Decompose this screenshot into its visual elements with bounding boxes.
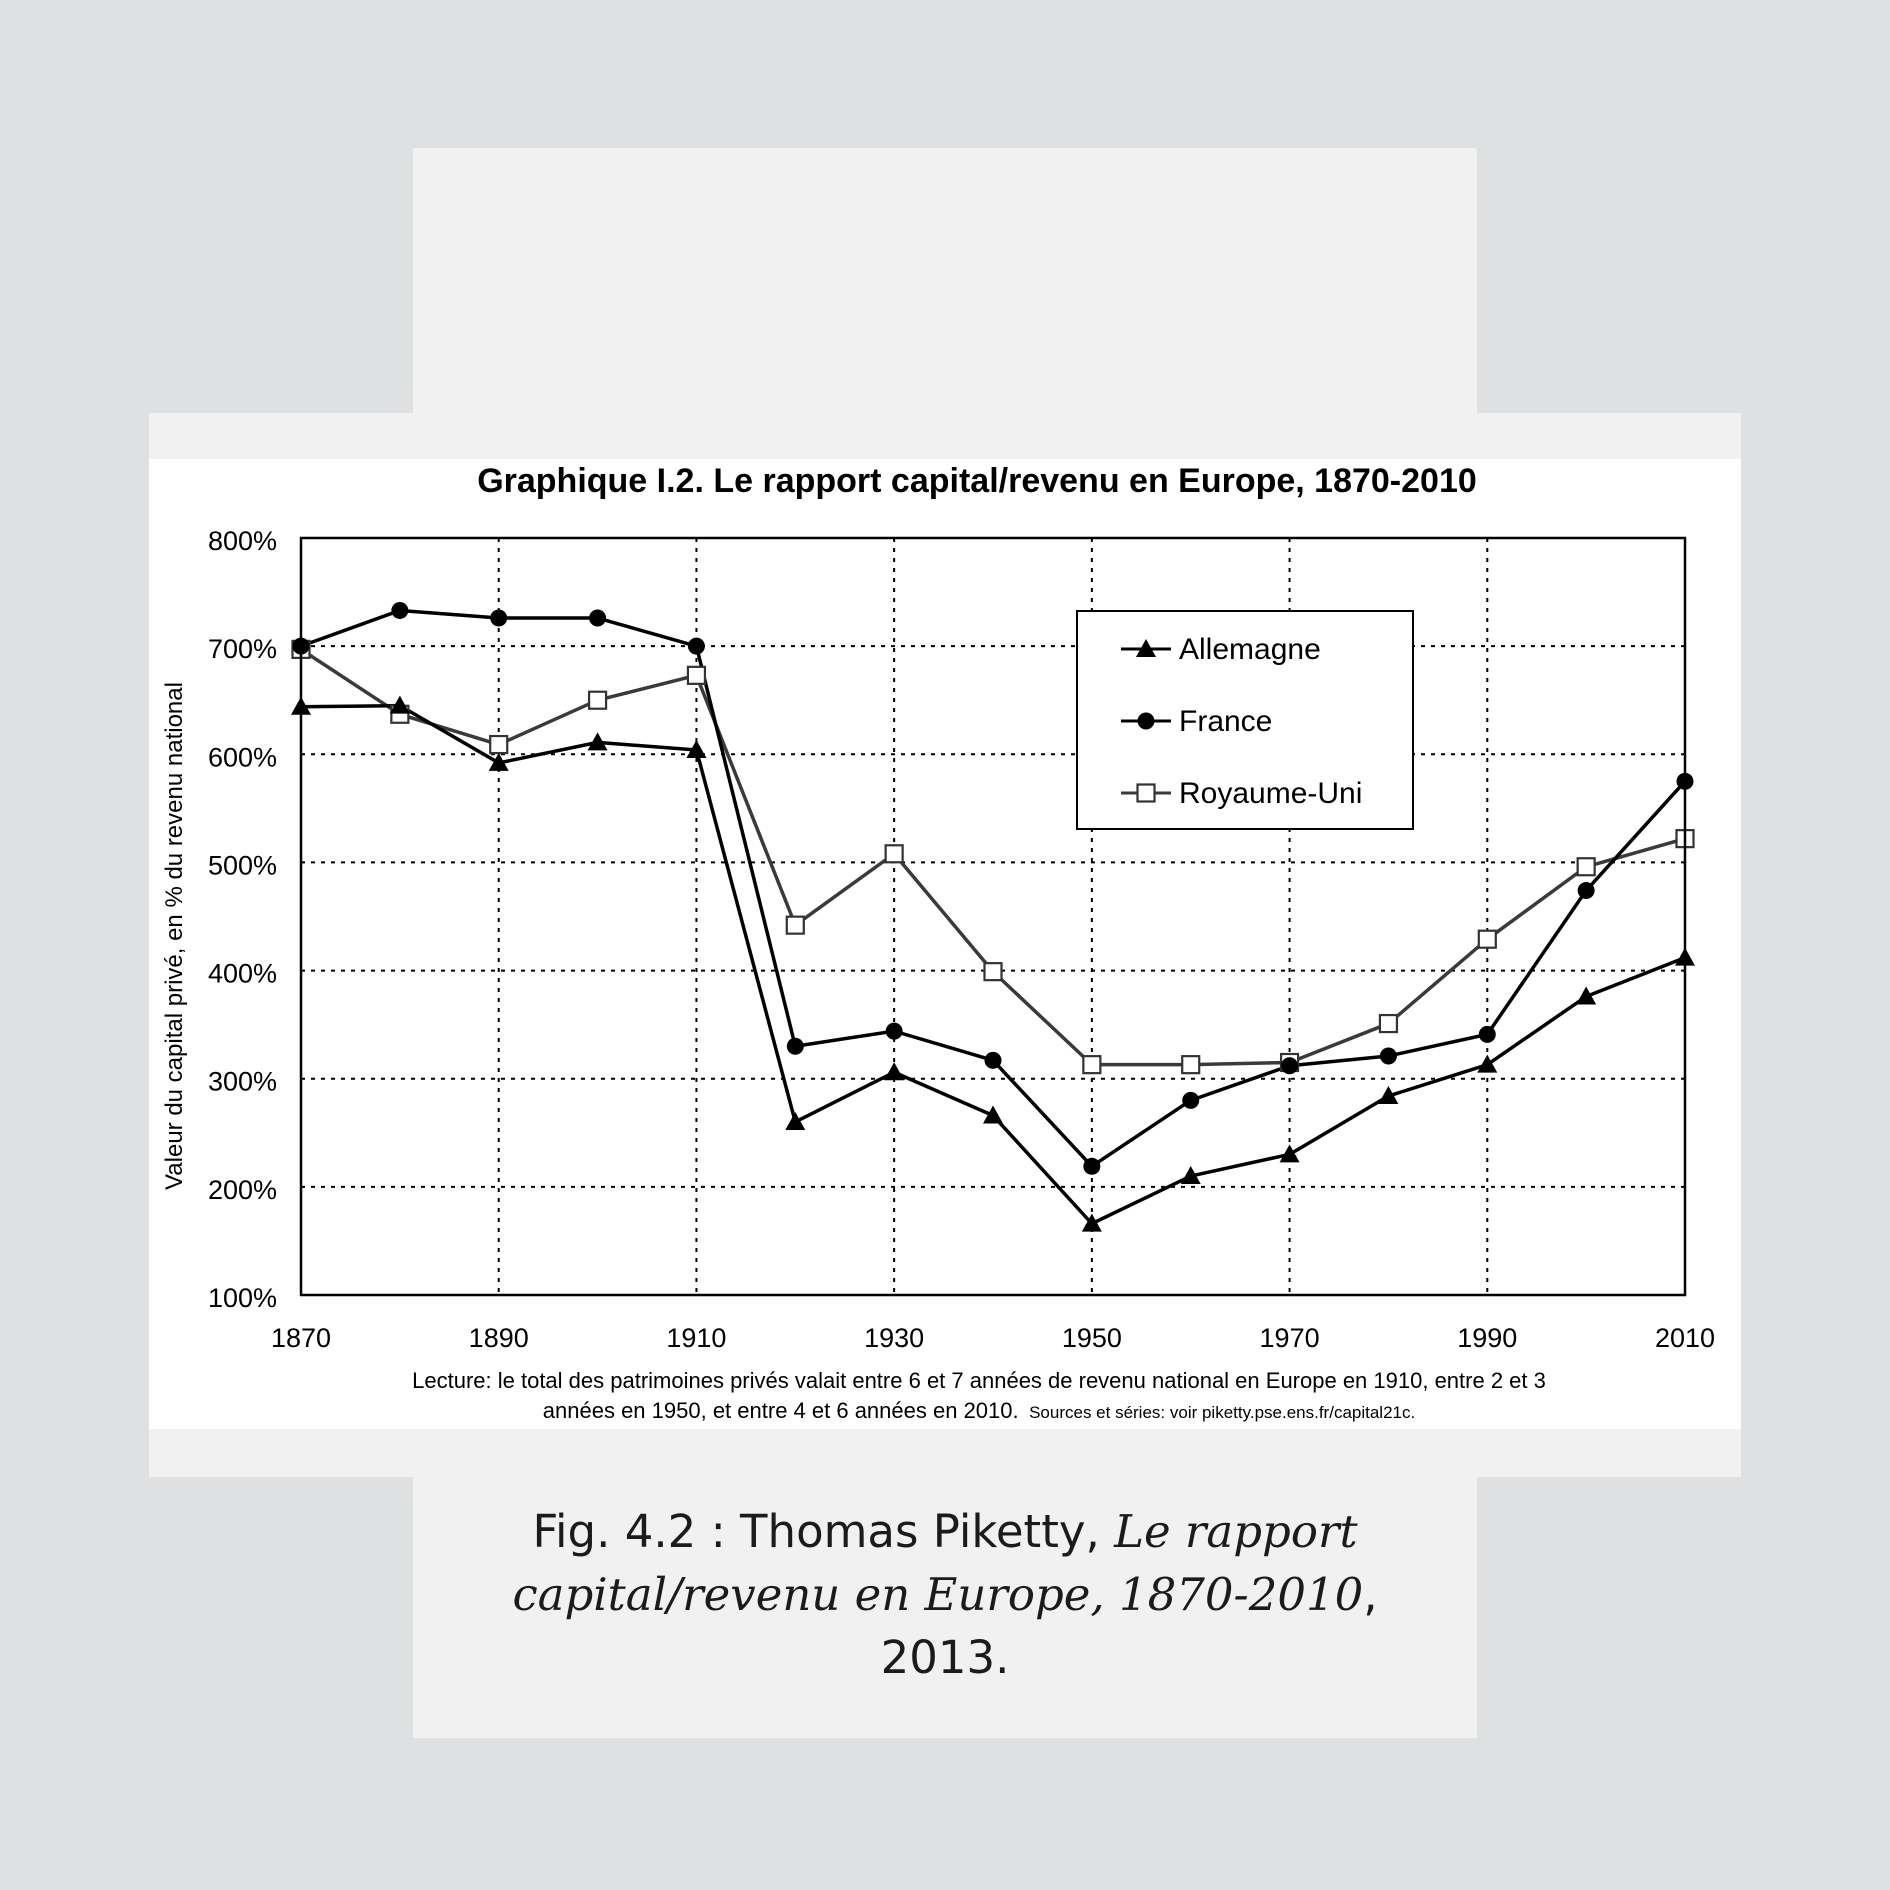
data-point-royaume-uni: [1378, 1013, 1399, 1034]
x-tick-label: 1970: [1260, 1323, 1320, 1353]
chart-card: Graphique I.2. Le rapport capital/revenu…: [149, 459, 1741, 1429]
x-tick-label: 1950: [1062, 1323, 1122, 1353]
data-point-royaume-uni: [489, 734, 509, 755]
data-point-royaume-uni: [1082, 1055, 1102, 1075]
data-point-allemagne: [686, 739, 707, 758]
y-tick-label: 700%: [208, 634, 277, 664]
data-point-allemagne: [1081, 1213, 1102, 1232]
data-point-allemagne: [587, 732, 608, 751]
data-point-allemagne: [1477, 1054, 1498, 1073]
data-point-royaume-uni: [1181, 1055, 1201, 1075]
x-tick-label: 1990: [1457, 1323, 1517, 1353]
y-tick-label: 100%: [208, 1283, 277, 1313]
data-point-france: [1478, 1025, 1496, 1043]
x-tick-label: 1910: [666, 1323, 726, 1353]
legend-marker-royaume-uni: [1136, 783, 1156, 803]
data-point-france: [885, 1022, 903, 1040]
plot-frame: [299, 536, 1687, 1297]
figure-caption: Fig. 4.2 : Thomas Piketty, Le rapport ca…: [413, 1500, 1477, 1689]
data-point-allemagne: [389, 695, 410, 714]
legend-label: France: [1179, 705, 1272, 738]
data-point-royaume-uni: [1477, 929, 1497, 949]
data-point-france: [1281, 1057, 1299, 1075]
chart-note-line1: Lecture: le total des patrimoines privés…: [412, 1368, 1546, 1393]
data-point-france: [490, 609, 508, 627]
legend-label: Allemagne: [1179, 633, 1321, 666]
legend-marker-france: [1137, 712, 1155, 730]
data-point-royaume-uni: [983, 962, 1003, 982]
data-point-royaume-uni: [884, 844, 904, 864]
data-point-royaume-uni: [1576, 857, 1596, 877]
legend-marker-allemagne: [1136, 639, 1156, 657]
series-line-france: [300, 608, 1687, 1169]
y-axis-label: Valeur du capital privé, en % du revenu …: [161, 682, 188, 1190]
chart-note-sources: Sources et séries: voir piketty.pse.ens.…: [1029, 1403, 1415, 1422]
data-point-allemagne: [983, 1105, 1003, 1124]
caption-suffix: ,: [1363, 1568, 1378, 1621]
y-tick-label: 300%: [208, 1067, 277, 1097]
data-point-allemagne: [1378, 1086, 1399, 1105]
x-tick-label: 1870: [271, 1323, 331, 1353]
data-point-france: [391, 601, 409, 619]
data-point-allemagne: [785, 1111, 806, 1130]
data-point-france: [786, 1037, 804, 1055]
series-line-royaume-uni: [300, 647, 1686, 1067]
data-point-royaume-uni: [686, 665, 707, 685]
data-point-allemagne: [1576, 986, 1597, 1005]
data-point-france: [1083, 1157, 1101, 1175]
chart-note-line2: années en 1950, et entre 4 et 6 années e…: [543, 1398, 1415, 1423]
y-tick-label: 600%: [208, 742, 277, 772]
data-point-allemagne: [488, 752, 509, 771]
data-point-royaume-uni: [785, 915, 805, 935]
data-point-france: [1379, 1047, 1397, 1065]
x-tick-label: 1890: [469, 1323, 529, 1353]
data-point-royaume-uni: [587, 690, 608, 710]
caption-title-line1: Le rapport: [1114, 1505, 1358, 1558]
x-tick-label: 2010: [1655, 1323, 1715, 1353]
data-point-allemagne: [884, 1062, 905, 1081]
data-point-france: [1182, 1091, 1200, 1109]
data-point-france: [687, 637, 705, 655]
data-point-france: [589, 609, 607, 627]
caption-title-line2: capital/revenu en Europe, 1870-2010: [512, 1568, 1364, 1621]
data-point-france: [984, 1051, 1002, 1069]
y-tick-label: 200%: [208, 1175, 277, 1205]
data-point-allemagne: [1180, 1166, 1201, 1185]
chart-svg: Graphique I.2. Le rapport capital/revenu…: [161, 462, 1715, 1423]
chart-note-reading: années en 1950, et entre 4 et 6 années e…: [543, 1398, 1019, 1423]
x-tick-label: 1930: [864, 1323, 924, 1353]
caption-year: 2013.: [880, 1631, 1010, 1684]
y-tick-label: 800%: [208, 526, 277, 556]
y-tick-label: 500%: [208, 850, 277, 880]
chart-title: Graphique I.2. Le rapport capital/revenu…: [477, 462, 1477, 500]
caption-prefix: Fig. 4.2 : Thomas Piketty,: [532, 1505, 1100, 1558]
y-tick-label: 400%: [208, 959, 277, 989]
legend-label: Royaume-Uni: [1179, 777, 1362, 810]
data-point-allemagne: [1279, 1144, 1300, 1163]
data-point-france: [1577, 882, 1595, 900]
